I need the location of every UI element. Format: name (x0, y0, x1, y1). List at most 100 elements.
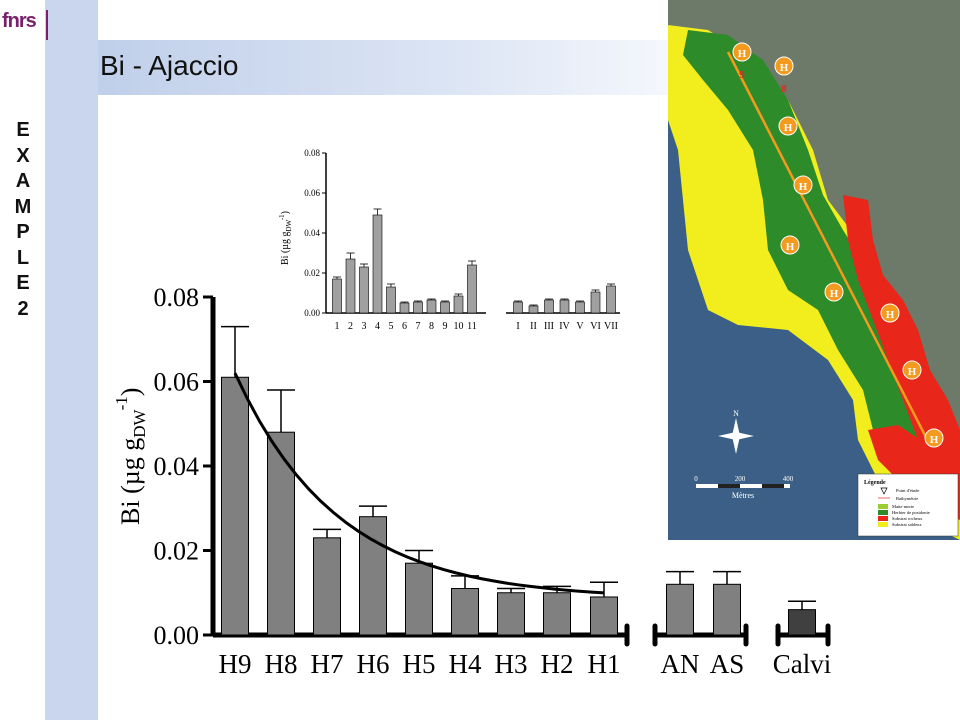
station-marker-h4: H (824, 282, 844, 302)
bar-h5 (405, 562, 433, 636)
scale-tick: 0 (694, 475, 698, 483)
inset-bar-8 (426, 299, 437, 314)
map-scale-bar: 0 200 400 Mètres (694, 475, 794, 500)
bar-h9 (221, 376, 249, 636)
inset-bar-1 (332, 278, 342, 314)
map-legend: Légende Point d'étude Bathymétrie Matte … (857, 473, 959, 537)
example-letter: E (16, 119, 30, 141)
x-tick-label: H3 (495, 649, 528, 679)
legend-item: Herbier de posidonie (892, 510, 930, 515)
legend-item: Matte morte (892, 504, 914, 509)
x-tick-label: Calvi (773, 649, 832, 679)
example-letter: M (14, 195, 32, 218)
y-label-main: Bi (µg g (116, 438, 145, 525)
x-tick-label: H7 (311, 649, 344, 679)
inset-x-tick-label: 9 (443, 321, 448, 332)
inset-x-tick-label: III (544, 321, 554, 332)
station-label: H (738, 48, 747, 60)
inset-bar-11 (467, 264, 477, 314)
x-tick-label: AN (661, 649, 700, 679)
y-label-sub: DW (130, 409, 149, 438)
station-label: H (799, 181, 808, 193)
bar-h8 (267, 431, 295, 636)
bar-h1 (590, 596, 618, 636)
y-label-close: ) (116, 388, 145, 397)
inset-y-axis-label: Bi (µg gDW-1) (278, 211, 293, 265)
inset-x-tick-label: 8 (429, 321, 434, 332)
y-tick-label: 0.04 (154, 452, 200, 481)
inset-bar-9 (440, 301, 450, 314)
inset-chart-bars: 1 2 3 4 5 6 7 8 9 10 11 I II III IV V VI VII (332, 208, 618, 332)
legend-item: Substrat sableux (892, 522, 922, 527)
station-marker-h2: H (902, 360, 922, 380)
inset-bar-VII (606, 285, 616, 314)
y-label-close: ) (280, 211, 291, 214)
y-label-sub: DW (285, 219, 293, 231)
example-letter: A (15, 170, 31, 192)
inset-x-tick-label: 3 (362, 321, 367, 332)
inset-y-tick-label: 0.02 (304, 268, 320, 278)
station-label: H (830, 288, 839, 300)
y-tick-label: 0.08 (154, 283, 200, 312)
inset-bar-II (528, 305, 539, 314)
inset-x-tick-label: I (516, 321, 519, 332)
bar-h2 (543, 592, 571, 636)
map-land (668, 0, 960, 470)
x-tick-label: AS (710, 649, 745, 679)
inset-x-tick-label: IV (559, 321, 570, 332)
bar-h3 (497, 592, 525, 636)
inset-bar-VI (590, 291, 601, 314)
inset-bar-10 (453, 295, 464, 314)
y-tick-label: 0.00 (154, 621, 200, 650)
page-title: Bi - Ajaccio (100, 50, 239, 81)
example-letter: L (16, 246, 30, 269)
inset-x-tick-label: 5 (389, 321, 394, 332)
inset-bar-IV (559, 299, 570, 314)
station-number: 9 (739, 69, 745, 81)
example-letter: X (16, 144, 30, 167)
station-marker-h6: H (793, 175, 813, 195)
page-margin (0, 0, 45, 720)
main-y-axis-label: Bi (µg gDW-1) (112, 388, 149, 525)
inset-bar-3 (359, 266, 369, 314)
inset-x-tick-label: 6 (402, 321, 407, 332)
station-label: H (784, 122, 793, 134)
inset-y-tick-label: 0.04 (304, 228, 320, 238)
x-tick-label: H1 (588, 649, 621, 679)
station-number: 8 (781, 83, 787, 95)
map-station-markers: H 9 H 8 H H H H H H (732, 42, 944, 448)
station-label: H (908, 366, 917, 378)
station-marker-h7: H (778, 116, 798, 136)
inset-x-tick-label: 7 (416, 321, 421, 332)
station-marker-h5: H (780, 235, 800, 255)
x-tick-label: H8 (265, 649, 298, 679)
bar-calvi (788, 609, 816, 636)
inset-bar-4 (372, 214, 383, 314)
left-decorative-band (45, 0, 98, 720)
scale-tick: 400 (783, 475, 794, 483)
x-tick-label: H4 (449, 649, 482, 679)
inset-x-tick-label: 4 (375, 321, 380, 332)
example-letter: P (16, 221, 30, 243)
title-band (98, 40, 668, 95)
y-label-sup: -1 (112, 396, 131, 410)
inset-bar-5 (386, 286, 396, 314)
bar-as (713, 583, 741, 636)
x-tick-label: H2 (541, 649, 574, 679)
inset-x-tick-label: V (576, 321, 584, 332)
inset-x-tick-label: 10 (454, 321, 464, 332)
station-label: H (780, 62, 789, 74)
main-bar-chart: 0.00 0.02 0.04 0.06 0.08 H9 H8 H7 H6 H5 H4 H3 H2 H1 A… (112, 283, 832, 679)
main-chart-bars (221, 325, 816, 636)
north-label: N (733, 409, 739, 418)
example-label: E X A M P L E 2 (8, 118, 38, 322)
map-rock (843, 195, 960, 480)
y-tick-label: 0.02 (154, 537, 200, 566)
bar-h7 (313, 537, 341, 636)
inset-bar-V (575, 301, 585, 314)
transect-line (726, 51, 932, 446)
station-label: H (786, 241, 795, 253)
fnrs-logo: fnrs (2, 4, 48, 44)
scale-tick: 200 (735, 475, 746, 483)
map-posidonia (683, 30, 960, 520)
